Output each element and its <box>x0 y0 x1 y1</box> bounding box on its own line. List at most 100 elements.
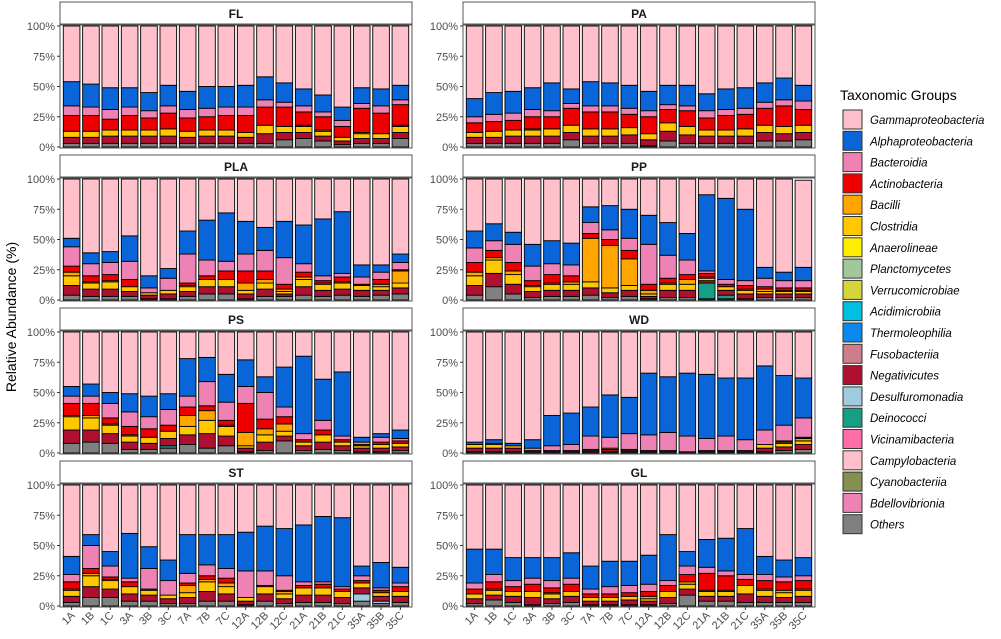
bar-segment-actinobacteria <box>543 587 561 594</box>
bar-segment-gammaproteobacteria <box>217 331 236 375</box>
bar-segment-negativicutes <box>755 595 774 603</box>
bar-PA-7A <box>581 25 600 148</box>
bar-segment-gammaproteobacteria <box>794 179 813 268</box>
bar-segment-clostridia <box>775 125 793 135</box>
bar-segment-actinobacteria <box>581 111 600 130</box>
bar-segment-clostridia <box>198 581 216 592</box>
bar-segment-actinobacteria <box>523 116 542 130</box>
bar-segment-actinobacteria <box>465 262 484 273</box>
bar-segment-alphaproteobacteria <box>543 240 561 265</box>
bar-segment-others <box>178 444 197 454</box>
y-tick-label: 75% <box>33 357 55 369</box>
bar-segment-clostridia <box>333 282 352 290</box>
bar-segment-bacteroidia <box>581 222 600 234</box>
bar-segment-negativicutes <box>391 446 410 452</box>
bar-segment-alphaproteobacteria <box>562 412 581 445</box>
bar-segment-alphaproteobacteria <box>678 551 697 567</box>
bar-segment-clostridia <box>581 128 600 137</box>
bar-segment-actinobacteria <box>333 125 352 138</box>
legend-label: Actinobacteria <box>869 179 943 191</box>
bar-segment-negativicutes <box>159 135 178 144</box>
bar-segment-gammaproteobacteria <box>333 178 352 213</box>
bar-ST-3A <box>120 484 139 607</box>
bar-segment-others <box>198 293 216 301</box>
bar-segment-gammaproteobacteria <box>62 331 81 387</box>
bar-WD-1B <box>485 331 503 454</box>
bar-segment-bacteroidia <box>620 237 639 251</box>
bar-segment-clostridia <box>352 285 371 291</box>
bar-segment-alphaproteobacteria <box>352 565 371 577</box>
bar-segment-negativicutes <box>352 289 371 297</box>
bar-ST-21C <box>333 484 352 607</box>
bar-segment-negativicutes <box>775 597 793 603</box>
bar-segment-alphaproteobacteria <box>236 84 255 108</box>
bar-segment-alphaproteobacteria <box>736 87 755 109</box>
bar-segment-negativicutes <box>120 135 139 144</box>
bar-segment-others <box>120 600 139 607</box>
bar-segment-negativicutes <box>504 595 523 603</box>
bar-segment-gammaproteobacteria <box>717 331 735 379</box>
bar-segment-gammaproteobacteria <box>794 331 813 379</box>
bar-segment-others <box>755 601 774 607</box>
bar-segment-bacteroidia <box>120 106 139 116</box>
bar-segment-gammaproteobacteria <box>736 331 755 379</box>
bar-segment-actinobacteria <box>314 583 332 589</box>
bar-segment-clostridia <box>178 425 197 436</box>
bar-segment-actinobacteria <box>697 272 716 278</box>
bar-FL-7B <box>198 25 216 148</box>
bar-segment-bacteroidia <box>333 119 352 127</box>
bar-segment-alphaproteobacteria <box>256 376 274 393</box>
bar-FL-7A <box>178 25 197 148</box>
bar-segment-bacteroidia <box>198 564 216 577</box>
bar-segment-gammaproteobacteria <box>178 331 197 360</box>
bar-segment-negativicutes <box>256 593 274 602</box>
y-tick-label: 0% <box>442 601 458 613</box>
bar-segment-gammaproteobacteria <box>372 484 390 563</box>
bar-segment-negativicutes <box>372 595 390 602</box>
bar-segment-bacilli <box>62 271 81 277</box>
bar-segment-gammaproteobacteria <box>523 331 542 441</box>
y-tick-label: 50% <box>33 235 55 247</box>
bar-PP-3C <box>562 178 581 301</box>
legend-title: Taxonomic Groups <box>840 87 957 103</box>
bar-segment-bacteroidia <box>659 580 677 586</box>
bar-segment-gammaproteobacteria <box>736 178 755 210</box>
bar-segment-clostridia <box>352 582 371 589</box>
bar-segment-bacteroidia <box>372 105 390 114</box>
legend-swatch <box>842 450 863 471</box>
bar-segment-bacteroidia <box>601 229 619 240</box>
y-axis-title: Relative Abundance (%) <box>3 242 19 392</box>
bar-segment-bacteroidia <box>120 411 139 427</box>
bar-segment-alphaproteobacteria <box>465 548 484 584</box>
bar-segment-others <box>391 293 410 301</box>
bar-FL-35A <box>352 25 371 148</box>
bar-segment-bacteroidia <box>736 280 755 286</box>
bar-WD-21C <box>736 331 755 454</box>
bar-segment-clostridia <box>256 282 274 290</box>
y-tick-label: 50% <box>33 388 55 400</box>
bar-segment-gammaproteobacteria <box>581 484 600 567</box>
y-tick-label: 75% <box>33 204 55 216</box>
bar-segment-others <box>217 142 236 148</box>
x-tick-label: 7B <box>598 610 616 628</box>
bar-segment-clostridia <box>294 441 313 447</box>
bar-segment-negativicutes <box>217 435 236 447</box>
bar-segment-gammaproteobacteria <box>178 178 197 232</box>
bar-PS-7B <box>198 331 216 454</box>
bar-segment-clostridia <box>620 127 639 136</box>
bar-segment-bacteroidia <box>465 116 484 124</box>
bar-segment-alphaproteobacteria <box>236 531 255 572</box>
bar-FL-3A <box>120 25 139 148</box>
bar-segment-clostridia <box>562 283 581 291</box>
bar-segment-gammaproteobacteria <box>794 484 813 559</box>
bar-segment-alphaproteobacteria <box>62 237 81 248</box>
bar-segment-bacteroidia <box>256 249 274 272</box>
bar-segment-negativicutes <box>140 442 158 450</box>
bar-PA-12B <box>659 25 677 148</box>
x-tick-label: 21B <box>710 610 732 632</box>
bar-segment-gammaproteobacteria <box>775 331 793 377</box>
legend-swatch <box>842 301 863 322</box>
bar-segment-bacteroidia <box>217 106 236 116</box>
bar-segment-bacteroidia <box>601 586 619 595</box>
bar-ST-21B <box>314 484 332 607</box>
